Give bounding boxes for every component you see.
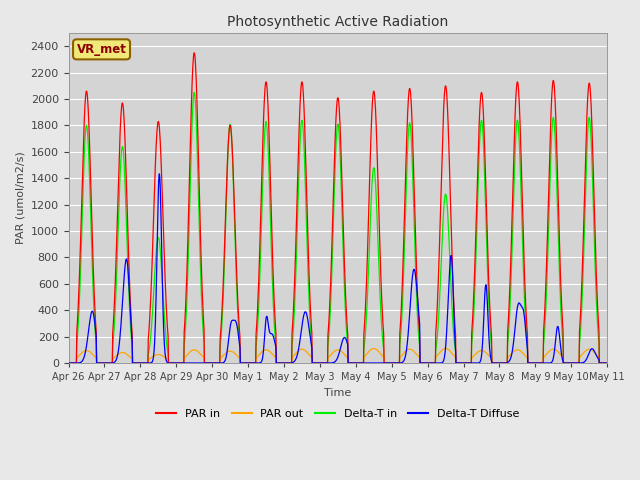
X-axis label: Time: Time [324, 388, 351, 397]
Y-axis label: PAR (umol/m2/s): PAR (umol/m2/s) [15, 152, 25, 244]
Legend: PAR in, PAR out, Delta-T in, Delta-T Diffuse: PAR in, PAR out, Delta-T in, Delta-T Dif… [152, 405, 524, 423]
Text: VR_met: VR_met [77, 43, 127, 56]
Title: Photosynthetic Active Radiation: Photosynthetic Active Radiation [227, 15, 449, 29]
